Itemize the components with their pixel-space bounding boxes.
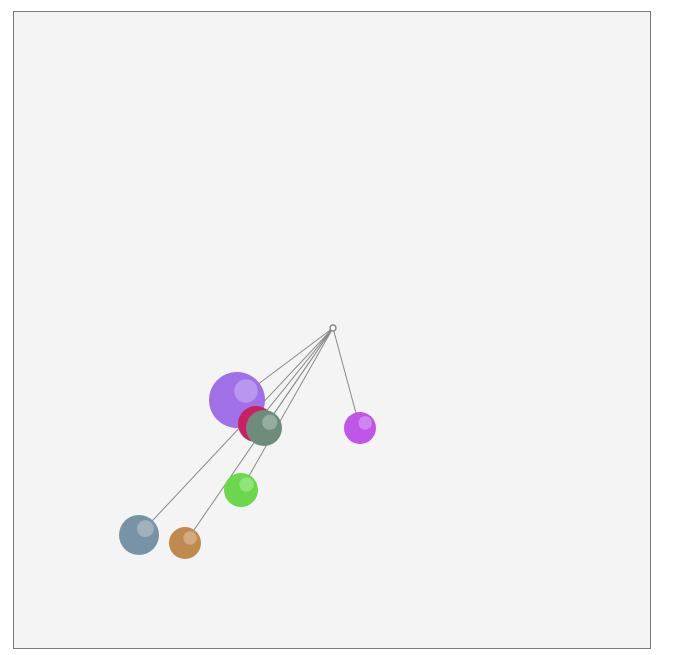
lime-green-string (240, 327, 334, 491)
magenta-string (332, 327, 361, 429)
steel-blue-ball-body[interactable] (119, 515, 159, 555)
magenta-ball[interactable] (344, 412, 376, 444)
steel-blue-string (138, 327, 334, 536)
sage-green-ball[interactable] (246, 410, 282, 446)
bronze-ball-highlight (183, 531, 197, 545)
balls-layer (119, 372, 376, 559)
magenta-ball-body[interactable] (344, 412, 376, 444)
sage-green-ball-highlight (262, 414, 278, 430)
purple-large-ball-highlight (234, 379, 258, 403)
bronze-ball-body[interactable] (169, 527, 201, 559)
lime-green-ball-highlight (239, 477, 254, 492)
sage-green-ball-body[interactable] (246, 410, 282, 446)
lime-green-ball-body[interactable] (224, 473, 258, 507)
magenta-ball-highlight (358, 416, 372, 430)
bronze-ball[interactable] (169, 527, 201, 559)
steel-blue-ball[interactable] (119, 515, 159, 555)
steel-blue-ball-highlight (137, 520, 154, 537)
lime-green-ball[interactable] (224, 473, 258, 507)
pivot-point[interactable] (329, 324, 337, 332)
crimson-string (255, 327, 334, 425)
